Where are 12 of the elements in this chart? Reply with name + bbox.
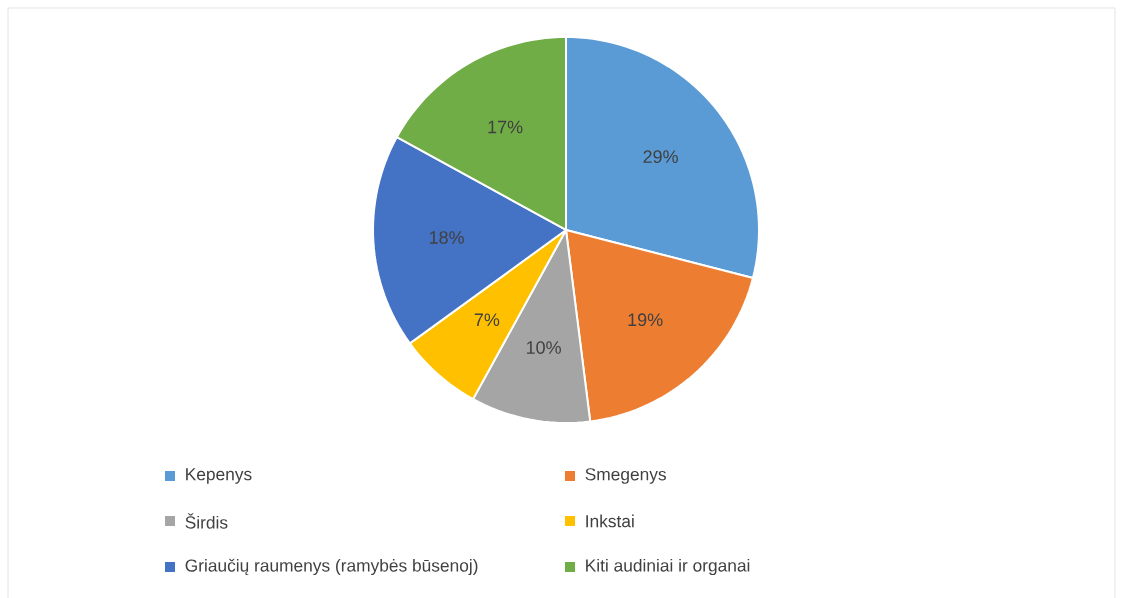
data-label: 10% <box>526 341 561 354</box>
legend-label: Kepenys <box>186 468 252 484</box>
legend-label: Širdis <box>185 513 228 529</box>
data-label: 17% <box>488 120 523 134</box>
data-label: 19% <box>628 313 663 326</box>
legend-label: Inkstai <box>586 514 634 528</box>
legend-label: Smegenys <box>585 468 666 484</box>
legend-label: Griaučių raumenys (ramybės būsenoj) <box>185 558 478 575</box>
legend-label: Kiti audiniai ir organai <box>586 558 750 575</box>
data-label: 18% <box>429 231 464 244</box>
data-label: 7% <box>474 313 500 326</box>
data-label: 29% <box>643 150 678 163</box>
